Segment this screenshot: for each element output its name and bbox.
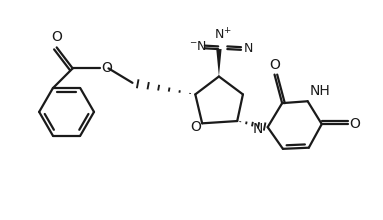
Text: O: O xyxy=(101,61,113,75)
Text: O: O xyxy=(349,117,360,131)
Text: O: O xyxy=(269,58,280,72)
Text: $^{-}$N: $^{-}$N xyxy=(189,40,207,53)
Text: N$^{+}$: N$^{+}$ xyxy=(214,28,232,43)
Text: O: O xyxy=(190,120,201,134)
Text: N: N xyxy=(244,42,254,55)
Text: O: O xyxy=(51,30,62,44)
Text: N: N xyxy=(253,122,263,136)
Polygon shape xyxy=(216,49,222,77)
Text: NH: NH xyxy=(309,84,330,98)
